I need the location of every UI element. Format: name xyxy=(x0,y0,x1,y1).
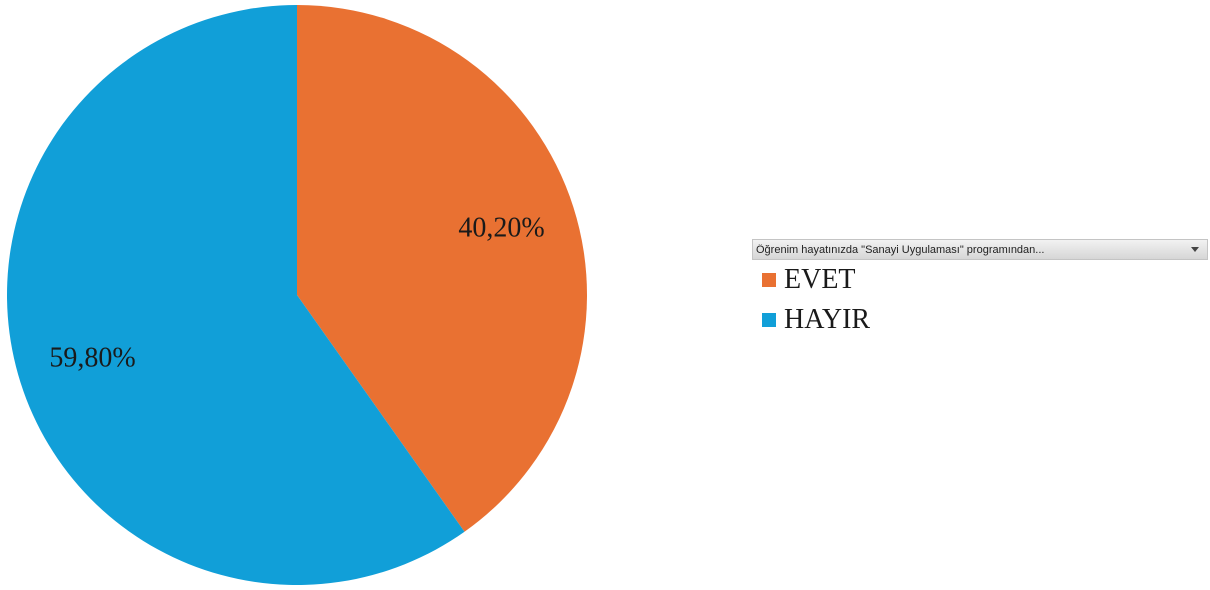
pie-slices xyxy=(7,5,587,585)
legend-label-hayir: HAYIR xyxy=(784,306,870,334)
legend-swatch-evet xyxy=(762,273,776,287)
legend-field-label: Öğrenim hayatınızda "Sanayi Uygulaması" … xyxy=(756,244,1044,256)
legend-swatch-hayir xyxy=(762,313,776,327)
legend-field-dropdown[interactable]: Öğrenim hayatınızda "Sanayi Uygulaması" … xyxy=(752,239,1208,260)
chart-legend: Öğrenim hayatınızda "Sanayi Uygulaması" … xyxy=(752,239,1208,340)
pie-chart: 40,20% 59,80% xyxy=(0,0,600,590)
data-label-hayir: 59,80% xyxy=(49,342,135,373)
data-label-evet: 40,20% xyxy=(458,212,544,243)
legend-entry-hayir[interactable]: HAYIR xyxy=(762,300,1208,340)
legend-label-evet: EVET xyxy=(784,266,856,294)
chevron-down-icon[interactable] xyxy=(1191,247,1199,252)
legend-entry-evet[interactable]: EVET xyxy=(762,260,1208,300)
